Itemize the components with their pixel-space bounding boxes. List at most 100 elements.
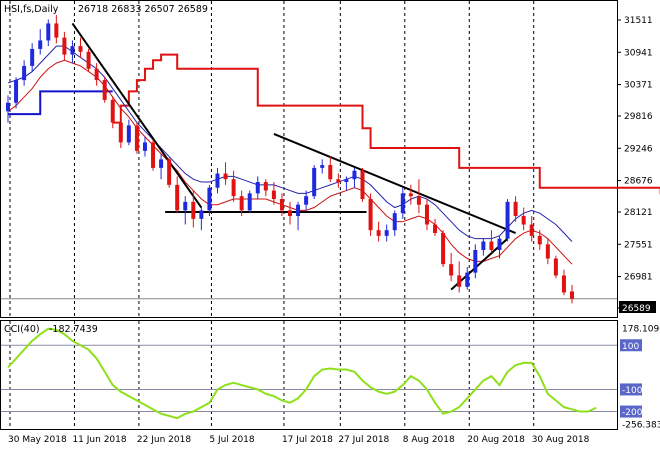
candle-body <box>38 40 43 49</box>
time-label: 11 Jun 2018 <box>72 435 126 445</box>
candle-body <box>239 196 244 211</box>
candle-body <box>159 159 164 168</box>
candle-body <box>70 46 75 55</box>
candle-body <box>22 65 27 81</box>
candle-body <box>255 182 260 194</box>
price-tick-label: 30371 <box>624 81 653 91</box>
candle-body <box>126 125 131 143</box>
candle-body <box>14 80 19 103</box>
candle-body <box>392 213 397 231</box>
candle-body <box>288 210 292 217</box>
candle-body <box>46 23 51 41</box>
resistance-band-line <box>112 53 660 195</box>
price-layer <box>1 14 660 304</box>
cci-level-label: 100 <box>622 342 639 352</box>
time-label: 30 May 2018 <box>8 435 67 445</box>
candle-body <box>30 48 35 66</box>
time-label: 20 Aug 2018 <box>467 435 525 445</box>
candle-body <box>384 230 389 236</box>
candle-body <box>497 238 502 251</box>
candle-body <box>62 37 67 55</box>
price-tick-label: 27551 <box>624 240 653 250</box>
candle-body <box>328 165 333 180</box>
cci-level-label: -256.383 <box>622 421 660 431</box>
candle-body <box>561 275 566 293</box>
price-tick-label: 30941 <box>624 48 653 58</box>
candle-body <box>191 201 196 219</box>
candle-body <box>465 272 470 287</box>
grid-lines <box>9 1 535 429</box>
candle-body <box>489 241 494 251</box>
candle-body <box>78 46 83 52</box>
price-panel-frame <box>0 0 618 318</box>
candle-body <box>304 196 309 205</box>
cci-value: -182.7439 <box>49 324 98 335</box>
candle-body <box>110 99 115 123</box>
candle-body <box>481 241 486 251</box>
cci-line <box>7 327 597 420</box>
candle-body <box>54 23 59 38</box>
cci-level-box <box>620 339 642 352</box>
candle-body <box>6 102 10 112</box>
candle-body <box>449 264 454 276</box>
candle-body <box>94 68 99 81</box>
cci-layer: 178.1096 100 -100 -200 -256.383 <box>1 325 660 431</box>
ohlc-values: 26718 26833 26507 26589 <box>78 4 208 15</box>
cci-level-label: -200 <box>622 408 643 418</box>
candle-body <box>199 210 204 219</box>
time-label: 8 Aug 2018 <box>403 435 455 445</box>
candle-body <box>279 199 284 211</box>
candle-body <box>231 179 236 197</box>
candle-body <box>433 224 438 234</box>
candle-body <box>513 201 518 217</box>
cci-level-box <box>620 405 642 418</box>
cci-level-label: -100 <box>622 386 643 396</box>
candle-body <box>537 235 542 245</box>
cci-level-label: 178.1096 <box>622 325 660 335</box>
candle-body <box>263 182 268 191</box>
cci-level-box <box>620 383 642 396</box>
candle-body <box>416 196 421 205</box>
symbol-label: HSI,fs,Daily <box>4 4 59 15</box>
time-label: 27 Jul 2018 <box>338 435 389 445</box>
candle-body <box>553 258 558 276</box>
candle-body <box>408 193 413 197</box>
time-label: 30 Aug 2018 <box>532 435 590 445</box>
price-tick-label: 31511 <box>624 16 653 26</box>
candle-body <box>167 159 172 185</box>
price-tick-label: 28676 <box>624 177 653 187</box>
candle-body <box>521 216 526 225</box>
candle-body <box>529 224 534 236</box>
price-tick-label: 29816 <box>624 112 653 122</box>
candle-body <box>368 199 373 231</box>
candle-body <box>247 193 252 211</box>
current-price-label: 26589 <box>622 304 651 314</box>
candle-body <box>344 179 349 183</box>
time-label: 5 Jul 2018 <box>209 435 254 445</box>
candle-body <box>336 179 341 183</box>
candle-body <box>215 173 220 188</box>
candle-body <box>457 275 462 287</box>
candle-body <box>320 165 325 168</box>
candle-body <box>271 190 276 200</box>
moving-average-blue <box>7 45 573 242</box>
candle-body <box>360 170 365 200</box>
candle-body <box>151 142 156 168</box>
candle-body <box>441 233 446 265</box>
price-tick-label: 28121 <box>624 208 653 218</box>
candle-body <box>175 184 180 211</box>
candle-body <box>223 173 228 180</box>
current-price-box <box>619 301 656 313</box>
candle-body <box>142 142 147 151</box>
time-label: 17 Jul 2018 <box>282 435 333 445</box>
trendline <box>71 22 203 209</box>
candle-body <box>86 51 91 69</box>
cci-label: CCI(40) <box>4 324 40 335</box>
candle-body <box>102 80 107 100</box>
price-tick-label: 29246 <box>624 144 653 154</box>
candle-body <box>183 201 188 211</box>
candle-body <box>352 170 357 180</box>
candle-body <box>505 201 510 239</box>
